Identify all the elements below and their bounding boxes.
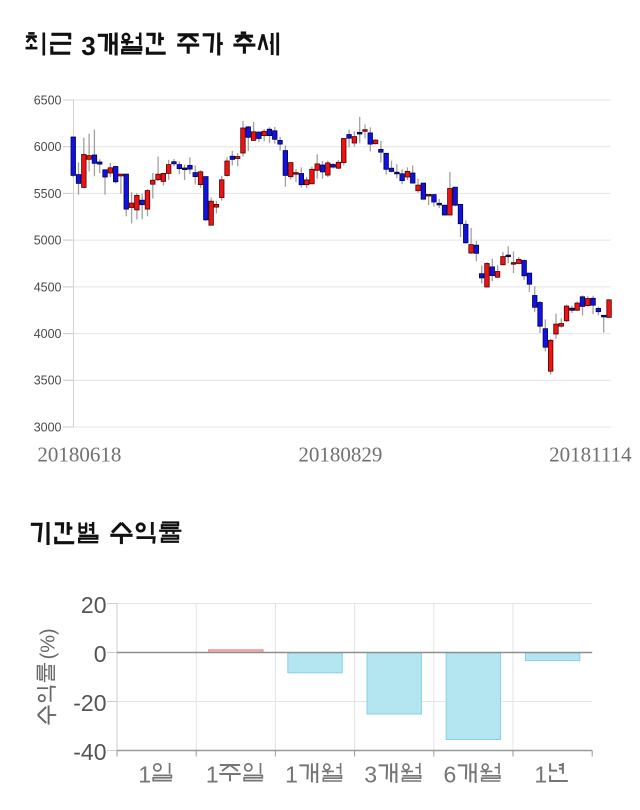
svg-text:1: 1 xyxy=(138,762,151,788)
svg-text:3: 3 xyxy=(81,31,95,61)
svg-text:1: 1 xyxy=(206,762,219,788)
svg-text:20180618: 20180618 xyxy=(37,443,121,467)
svg-text:3500: 3500 xyxy=(34,374,62,388)
svg-text:6000: 6000 xyxy=(34,140,62,154)
svg-text:-20: -20 xyxy=(73,690,106,716)
svg-text:-40: -40 xyxy=(73,739,106,765)
svg-text:5500: 5500 xyxy=(34,187,62,201)
svg-text:6500: 6500 xyxy=(34,93,62,107)
svg-text:1: 1 xyxy=(285,762,298,788)
svg-text:3: 3 xyxy=(364,762,377,788)
svg-text:(%): (%) xyxy=(38,628,60,659)
svg-text:5000: 5000 xyxy=(34,234,62,248)
svg-text:4000: 4000 xyxy=(34,327,62,341)
svg-text:3000: 3000 xyxy=(34,420,62,434)
svg-text:20181114: 20181114 xyxy=(549,443,632,467)
svg-text:6: 6 xyxy=(444,762,457,788)
svg-text:4500: 4500 xyxy=(34,280,62,294)
svg-text:1: 1 xyxy=(534,762,547,788)
svg-text:20: 20 xyxy=(81,592,107,618)
svg-text:0: 0 xyxy=(94,641,107,667)
svg-text:20180829: 20180829 xyxy=(298,443,382,467)
